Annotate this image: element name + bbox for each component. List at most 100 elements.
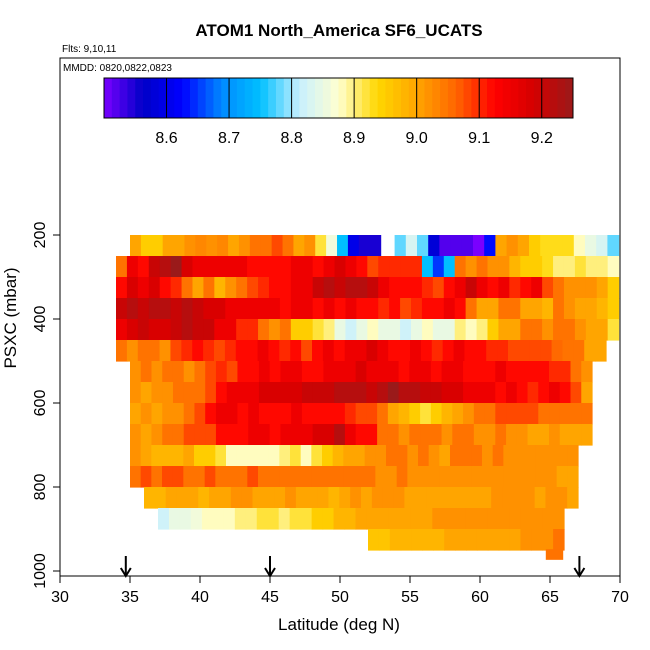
heatmap-cell [271, 235, 284, 257]
heatmap-cell [574, 256, 587, 278]
heatmap-cell [460, 466, 472, 488]
heatmap-cell [367, 277, 379, 299]
heatmap-cell [545, 487, 557, 509]
heatmap-cell [553, 256, 565, 278]
heatmap-cell [574, 277, 587, 299]
heatmap-cell [476, 529, 489, 551]
colorbar-segment [385, 78, 394, 118]
heatmap-cell [334, 424, 346, 446]
heatmap-cell [452, 382, 464, 404]
heatmap-cell [248, 403, 260, 425]
heatmap-cell [162, 235, 175, 257]
heatmap-cell [389, 319, 401, 341]
heatmap-cell [151, 382, 163, 404]
heatmap-cell [509, 256, 521, 278]
heatmap-cell [377, 340, 389, 362]
colorbar-segment [447, 78, 457, 118]
heatmap-cell [226, 403, 239, 425]
heatmap-cell [396, 445, 408, 467]
colorbar-segment [236, 78, 246, 118]
heatmap-cell [361, 487, 373, 509]
heatmap-cell [148, 277, 161, 299]
heatmap-cell [506, 424, 518, 446]
heatmap-cell [585, 256, 598, 278]
heatmap-cell [567, 487, 579, 509]
heatmap-cell [337, 235, 349, 257]
heatmap-cell [301, 403, 314, 425]
heatmap-cell [345, 298, 357, 320]
heatmap-cell [323, 382, 335, 404]
heatmap-cell [140, 403, 153, 425]
x-tick-label: 35 [121, 589, 139, 606]
heatmap-cell [172, 445, 184, 467]
heatmap-cell [538, 424, 550, 446]
colorbar-segment [260, 78, 269, 118]
heatmap-cell [236, 298, 248, 320]
heatmap-cell [223, 508, 236, 530]
heatmap-cell [443, 277, 456, 299]
heatmap-cell [358, 235, 371, 257]
heatmap-cell [549, 403, 561, 425]
colorbar-segment [322, 78, 332, 118]
heatmap-cell [538, 361, 550, 383]
heatmap-cell [466, 529, 478, 551]
heatmap-cell [334, 256, 347, 278]
heatmap-cell [312, 403, 324, 425]
heatmap-cell [549, 424, 561, 446]
heatmap-cell [556, 445, 568, 467]
heatmap-cell [531, 277, 543, 299]
heatmap-cell [247, 445, 259, 467]
heatmap-cell [559, 403, 572, 425]
heatmap-cell [371, 487, 384, 509]
heatmap-cell [364, 445, 376, 467]
heatmap-cell [546, 445, 558, 467]
heatmap-cell [432, 298, 445, 320]
heatmap-cell [311, 508, 324, 530]
heatmap-cell [192, 319, 205, 341]
heatmap-cell [514, 445, 526, 467]
heatmap-cell [247, 277, 259, 299]
y-axis: 200 400 600 800 1000 [32, 222, 60, 589]
heatmap-cell [551, 235, 564, 257]
heatmap-cell [498, 256, 510, 278]
heatmap-cell [509, 529, 522, 551]
y-tick-label: 800 [32, 474, 49, 501]
colorbar-segment [463, 78, 472, 118]
heatmap-cell [463, 403, 475, 425]
heatmap-cell [502, 487, 514, 509]
heatmap-cell [527, 403, 539, 425]
heatmap-cell [471, 466, 483, 488]
heatmap-cell [323, 424, 335, 446]
colorbar-frame [103, 77, 574, 119]
heatmap-cell [520, 529, 532, 551]
heatmap-cell [315, 235, 327, 257]
colorbar-tick-label: 9.0 [406, 130, 428, 147]
colorbar-segment [338, 78, 347, 118]
heatmap-cell [596, 298, 609, 320]
heatmap-cell [355, 508, 368, 530]
heatmap-cell [172, 403, 185, 425]
heatmap-cell [517, 235, 530, 257]
heatmap-cell [350, 487, 362, 509]
heatmap-cell [389, 277, 401, 299]
heatmap-cell [290, 466, 302, 488]
heatmap-cell [441, 424, 453, 446]
heatmap-cell [130, 466, 142, 488]
heatmap-cell [274, 487, 286, 509]
heatmap-cell [563, 256, 576, 278]
heatmap-cell [137, 256, 150, 278]
heatmap-cell [428, 466, 440, 488]
heatmap-cell [563, 277, 576, 299]
heatmap-cell [304, 235, 316, 257]
heatmap-cell [245, 508, 258, 530]
colorbar-segment [424, 78, 433, 118]
colorbar-segment [174, 78, 183, 118]
heatmap-cell [116, 340, 128, 362]
heatmap-cell [542, 319, 554, 341]
heatmap-cell [509, 277, 521, 299]
heatmap-cell [215, 361, 228, 383]
heatmap-cell [450, 445, 462, 467]
colorbar-segment [416, 78, 425, 118]
heatmap-cell [237, 424, 249, 446]
heatmap-cell [461, 235, 474, 257]
